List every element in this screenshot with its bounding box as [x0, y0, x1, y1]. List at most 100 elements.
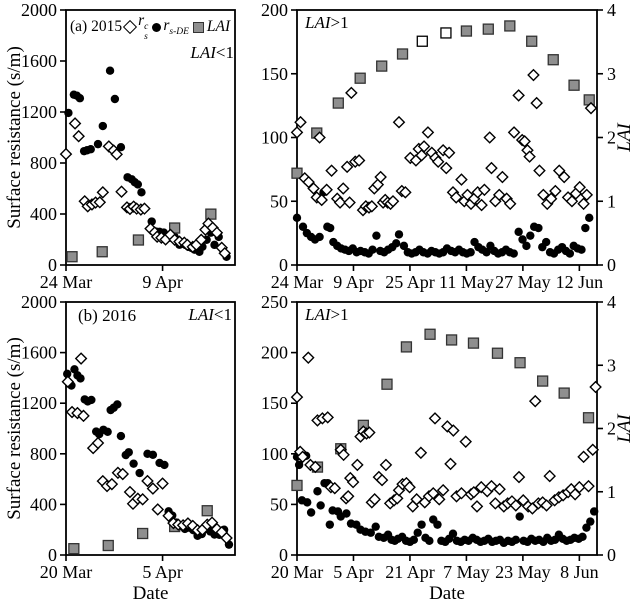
legend-lai-label: LAI — [206, 18, 231, 36]
rs_DE-point — [371, 522, 380, 531]
rs_c-point — [421, 126, 435, 139]
panel-2015-lai-gt1: 24 Mar 9 Apr 25 Apr 11 May 27 May 12 Jun05010… — [261, 0, 635, 292]
rs_c-point — [313, 131, 326, 144]
rs_c-point — [116, 467, 130, 481]
LAI-point — [504, 20, 516, 32]
rs_DE-point — [103, 427, 112, 436]
rs_DE-point — [160, 460, 169, 470]
axis-text: 25 Apr — [385, 272, 435, 292]
rs_c-point — [290, 126, 304, 139]
axis-text: 21 Apr — [385, 562, 435, 582]
rs_c-point — [294, 115, 307, 129]
rs_DE-point — [526, 231, 535, 240]
rs_c-point — [485, 161, 498, 175]
rs_c-point — [436, 483, 450, 497]
axis-text: 24 Mar — [40, 272, 93, 292]
LAI-point — [381, 378, 393, 390]
axis-text: 8 Jun — [560, 562, 599, 582]
rs_c-point — [136, 493, 149, 506]
rs_c-point — [478, 183, 491, 197]
rs_DE-point — [482, 248, 491, 257]
diamond-marker-icon — [123, 19, 138, 35]
rs_c-point — [71, 406, 84, 420]
rs_DE-point — [582, 523, 591, 532]
rs_c-point — [146, 482, 160, 495]
LAI-point — [96, 246, 108, 258]
LAI-point — [424, 328, 436, 340]
rs_c-point — [352, 154, 366, 167]
annotation-a-lai-gt1: LAI>1 — [305, 13, 349, 32]
rs_DE-point — [116, 431, 126, 441]
rs_DE-point — [75, 94, 85, 103]
rs_c-point — [512, 89, 525, 102]
rs_c-point — [337, 448, 350, 462]
rs_DE-point — [113, 400, 122, 409]
axis-text: 2000 — [21, 0, 57, 20]
axis-text: 50 — [270, 494, 288, 514]
rs_c-point — [296, 450, 309, 464]
LAI-point — [132, 234, 145, 246]
rs_c-point — [573, 180, 586, 194]
rs_c-point — [74, 352, 88, 365]
rs_c-point — [333, 196, 347, 209]
rs_c-point — [503, 197, 517, 211]
circle-marker-icon — [152, 22, 162, 32]
rs_DE-point — [325, 223, 335, 233]
rs_c-point — [489, 497, 502, 510]
rs_c-point — [290, 390, 304, 404]
LAI-point — [291, 479, 303, 492]
axis-text: 3 — [607, 355, 616, 375]
axis-text: 0 — [607, 255, 616, 275]
rs_c-point — [432, 493, 446, 506]
plot-border — [65, 301, 236, 556]
rs_c-point — [540, 499, 553, 512]
axis-text: 7 May — [443, 562, 490, 582]
LAI-point — [396, 48, 409, 60]
rs_c-point — [375, 473, 389, 487]
rs_c-point — [105, 477, 119, 491]
axis-text: 0 — [279, 255, 288, 275]
rs_c-point — [530, 96, 543, 110]
rs_c-point — [475, 198, 488, 212]
LAI-point — [66, 251, 78, 263]
rs_DE-point — [585, 213, 594, 223]
axis-text: 2000 — [21, 292, 57, 312]
rs_c-point — [459, 435, 472, 448]
rs_DE-point — [425, 536, 434, 546]
LAI-point — [445, 334, 458, 346]
rs_c-point — [162, 509, 175, 523]
axis-text: 0 — [279, 545, 288, 565]
axis-text: 12 Jun — [556, 272, 604, 292]
rs_c-point — [518, 135, 531, 148]
rs_c-point — [447, 424, 460, 437]
rs_c-point — [341, 490, 355, 503]
LAI-point — [491, 347, 504, 359]
annotation-b-lai-lt1: LAI<1 — [188, 305, 232, 324]
rs_c-point — [61, 375, 75, 388]
rs_DE-point — [133, 180, 143, 189]
axis-text: 5 Apr — [333, 562, 374, 582]
rs_DE-point — [342, 509, 351, 518]
rs_DE-point — [93, 139, 103, 149]
rs_DE-point — [148, 450, 158, 460]
rs_c-point — [96, 186, 110, 199]
rs_DE-point — [581, 223, 590, 233]
rs_DE-point — [135, 468, 144, 478]
axis-text: LAI — [614, 122, 635, 153]
rs_c-point — [210, 226, 224, 240]
rs_c-point — [325, 164, 338, 177]
LAI-point — [102, 539, 114, 552]
axis-text: 100 — [261, 128, 288, 148]
rs_c-point — [403, 480, 416, 494]
LAI-point — [440, 27, 452, 39]
rs_c-point — [368, 493, 381, 506]
rs_DE-point — [565, 249, 575, 258]
panel-2016-lai-lt1: 20 Mar 5 Apr 0 400 800 1200 1600 2000 Surface re… — [4, 292, 236, 602]
axis-text: 200 — [261, 343, 288, 363]
rs_c-point — [509, 499, 523, 512]
rs_c-point — [544, 192, 558, 205]
rs_DE-point — [63, 369, 72, 379]
axis-text: Date — [429, 583, 465, 602]
LAI-point — [201, 505, 213, 517]
